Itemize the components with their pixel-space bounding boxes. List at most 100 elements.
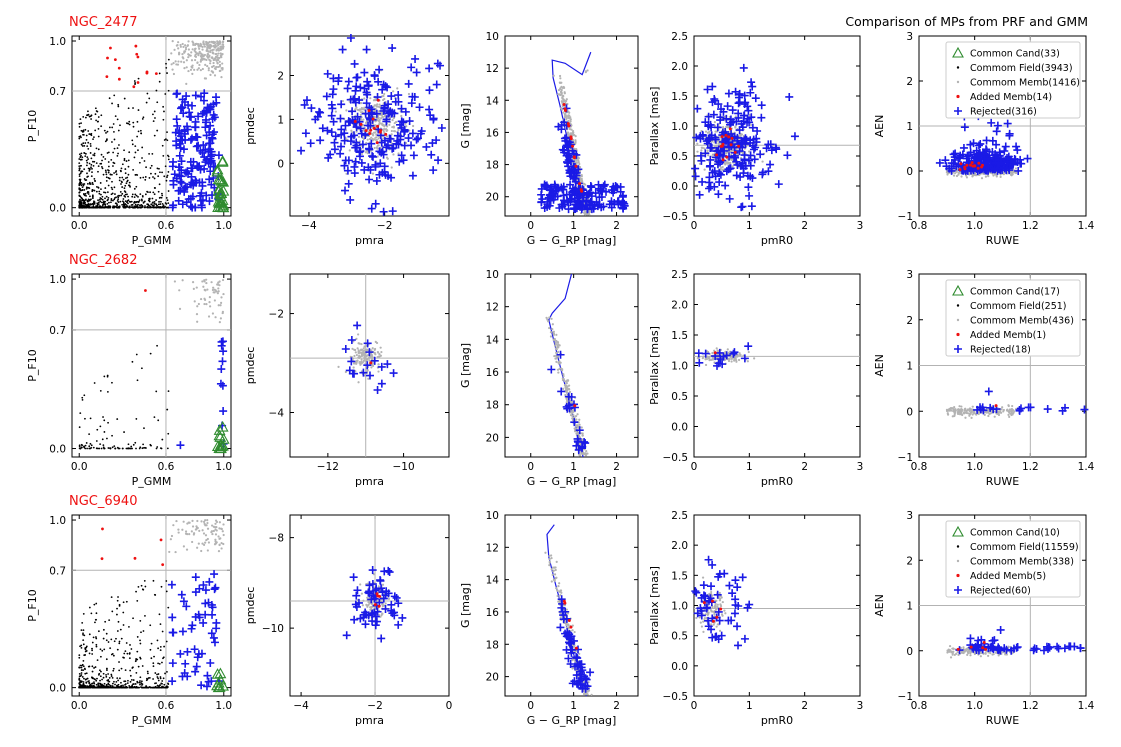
common-field-dot: [101, 159, 103, 162]
cluster-title: NGC_2477: [69, 15, 137, 30]
rejected-marker: [179, 109, 188, 118]
common-field-dot: [144, 193, 147, 196]
common-field-dot: [153, 206, 156, 209]
common-memb-dot: [218, 69, 221, 73]
common-field-dot: [123, 187, 126, 190]
common-field-dot: [96, 120, 99, 123]
common-memb-dot: [579, 454, 582, 457]
common-memb-dot: [561, 387, 565, 391]
y-tick-label: 2: [277, 71, 284, 83]
x-tick-label: 1: [746, 220, 753, 232]
common-field-dot: [135, 185, 138, 188]
common-field-dot: [115, 205, 118, 208]
common-memb-dot: [190, 59, 194, 62]
common-field-dot: [91, 190, 94, 193]
rejected-marker: [172, 115, 181, 124]
y-tick-label: 2.5: [671, 31, 688, 43]
common-memb-dot: [555, 347, 558, 351]
added-memb-dot: [376, 98, 380, 102]
common-field-dot: [93, 154, 96, 157]
common-memb-dot: [718, 142, 722, 145]
common-field-dot: [91, 160, 94, 163]
common-field-dot: [166, 408, 169, 411]
rejected-marker: [199, 96, 208, 105]
common-memb-dot: [205, 303, 208, 306]
added-memb-dot: [720, 135, 724, 139]
common-field-dot: [87, 110, 89, 113]
common-memb-dot: [562, 374, 565, 378]
common-field-dot: [87, 193, 90, 195]
common-field-dot: [111, 173, 113, 176]
common-field-dot: [100, 188, 102, 191]
added-memb-dot: [367, 109, 371, 113]
common-field-dot: [131, 360, 134, 363]
common-memb-dot: [551, 323, 554, 326]
common-memb-dot: [564, 386, 567, 389]
common-memb-dot: [217, 287, 220, 290]
common-memb-dot: [213, 74, 217, 77]
common-field-dot: [78, 184, 81, 187]
common-memb-dot: [187, 56, 190, 59]
common-field-dot: [93, 160, 96, 163]
y-tick-label: 2: [906, 76, 913, 88]
rejected-marker: [189, 181, 198, 190]
common-field-dot: [134, 193, 137, 196]
added-memb-dot: [567, 124, 571, 128]
common-memb-dot: [563, 380, 567, 383]
common-memb-dot: [361, 348, 364, 351]
common-field-dot: [120, 194, 123, 197]
common-memb-dot: [194, 55, 198, 58]
common-field-dot: [103, 206, 106, 209]
common-memb-dot: [216, 65, 220, 69]
common-memb-dot: [202, 285, 205, 288]
common-field-dot: [95, 185, 98, 188]
added-memb-dot: [571, 144, 575, 148]
rejected-marker: [170, 170, 179, 179]
common-field-dot: [93, 152, 96, 155]
common-memb-dot: [371, 355, 374, 359]
rejected-marker: [193, 162, 202, 171]
legend-entry: Rejected(316): [970, 107, 1037, 118]
common-memb-dot: [555, 357, 559, 360]
common-field-dot: [92, 183, 94, 186]
common-field-dot: [157, 203, 160, 206]
legend-memb-swatch: [956, 80, 960, 84]
common-memb-dot: [573, 416, 576, 419]
common-memb-dot: [366, 138, 369, 141]
common-memb-dot: [201, 45, 204, 48]
common-field-dot: [105, 180, 108, 182]
common-memb-dot: [355, 353, 358, 357]
common-memb-dot: [207, 315, 211, 318]
common-field-dot: [97, 135, 100, 138]
common-field-dot: [117, 103, 120, 106]
common-memb-dot: [380, 122, 383, 125]
x-tick-label: 1: [570, 220, 577, 232]
added-memb-dot: [379, 129, 383, 133]
common-field-dot: [127, 195, 129, 198]
legend-entry: Commom Field(3943): [970, 63, 1073, 74]
added-memb-dot: [368, 131, 372, 135]
common-field-dot: [111, 446, 114, 449]
common-field-dot: [130, 445, 133, 448]
y-tick-label: 0.7: [49, 86, 66, 98]
common-field-dot: [102, 156, 105, 158]
common-field-dot: [149, 352, 152, 355]
common-memb-dot: [569, 120, 572, 123]
common-field-dot: [107, 165, 110, 168]
y-axis-label: AEN: [873, 115, 886, 138]
common-field-dot: [161, 144, 164, 147]
common-memb-dot: [213, 299, 216, 302]
rejected-marker: [178, 200, 187, 209]
common-field-dot: [80, 143, 83, 146]
added-memb-dot: [569, 137, 573, 141]
common-field-dot: [131, 143, 134, 146]
x-axis-label: pmR0: [761, 475, 793, 488]
common-memb-dot: [365, 358, 368, 361]
common-field-dot: [94, 107, 97, 110]
common-memb-dot: [181, 52, 184, 56]
common-cand-marker: [213, 182, 226, 194]
